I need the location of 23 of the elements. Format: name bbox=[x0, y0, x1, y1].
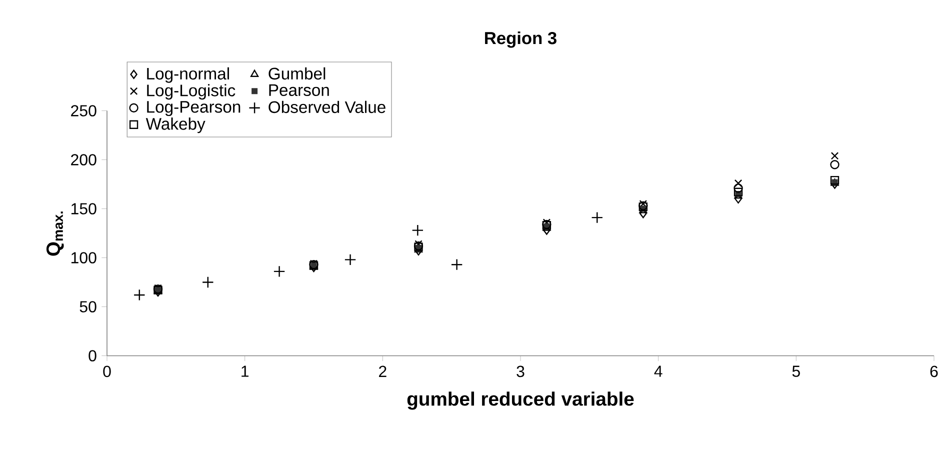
y-tick-label: 150 bbox=[71, 203, 96, 214]
legend-label: Log-normal bbox=[147, 67, 229, 83]
x-axis-title: gumbel reduced variable bbox=[407, 392, 634, 410]
y-tick-label: 200 bbox=[71, 154, 96, 166]
x-tick-label: 2 bbox=[379, 366, 386, 377]
y-tick-label: 0 bbox=[88, 350, 96, 362]
y-axis-title: Q$_{max.}$ bbox=[46, 212, 64, 256]
x-tick-label: 0 bbox=[103, 366, 111, 378]
legend-label: Gumbel bbox=[268, 67, 326, 80]
y-tick-label: 250 bbox=[71, 105, 96, 116]
y-tick-label: 50 bbox=[80, 301, 96, 312]
legend-label: Wakeby bbox=[146, 118, 206, 134]
y-tick-label: 100 bbox=[71, 252, 96, 264]
x-tick-label: 1 bbox=[242, 366, 248, 377]
chart-title: Region 3 bbox=[485, 31, 556, 48]
legend-label: Observed Value bbox=[268, 100, 386, 114]
legend-label: Log-Logistic bbox=[147, 84, 236, 100]
x-tick-label: 4 bbox=[654, 366, 662, 377]
legend-label: Pearson bbox=[269, 84, 329, 96]
legend-label: Log-Pearson bbox=[147, 101, 240, 116]
x-tick-label: 5 bbox=[792, 366, 800, 377]
x-tick-label: 6 bbox=[930, 366, 938, 378]
x-tick-label: 3 bbox=[516, 366, 524, 378]
